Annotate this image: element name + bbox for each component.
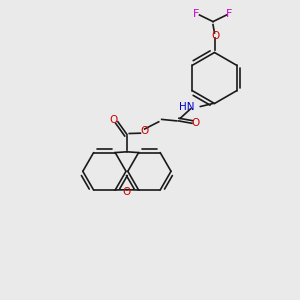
- Text: O: O: [191, 118, 200, 128]
- Text: HN: HN: [179, 101, 195, 112]
- Text: O: O: [110, 115, 118, 125]
- Text: F: F: [193, 9, 200, 19]
- Text: O: O: [123, 187, 131, 196]
- Text: F: F: [226, 9, 233, 19]
- Text: O: O: [211, 31, 220, 41]
- Text: O: O: [140, 125, 149, 136]
